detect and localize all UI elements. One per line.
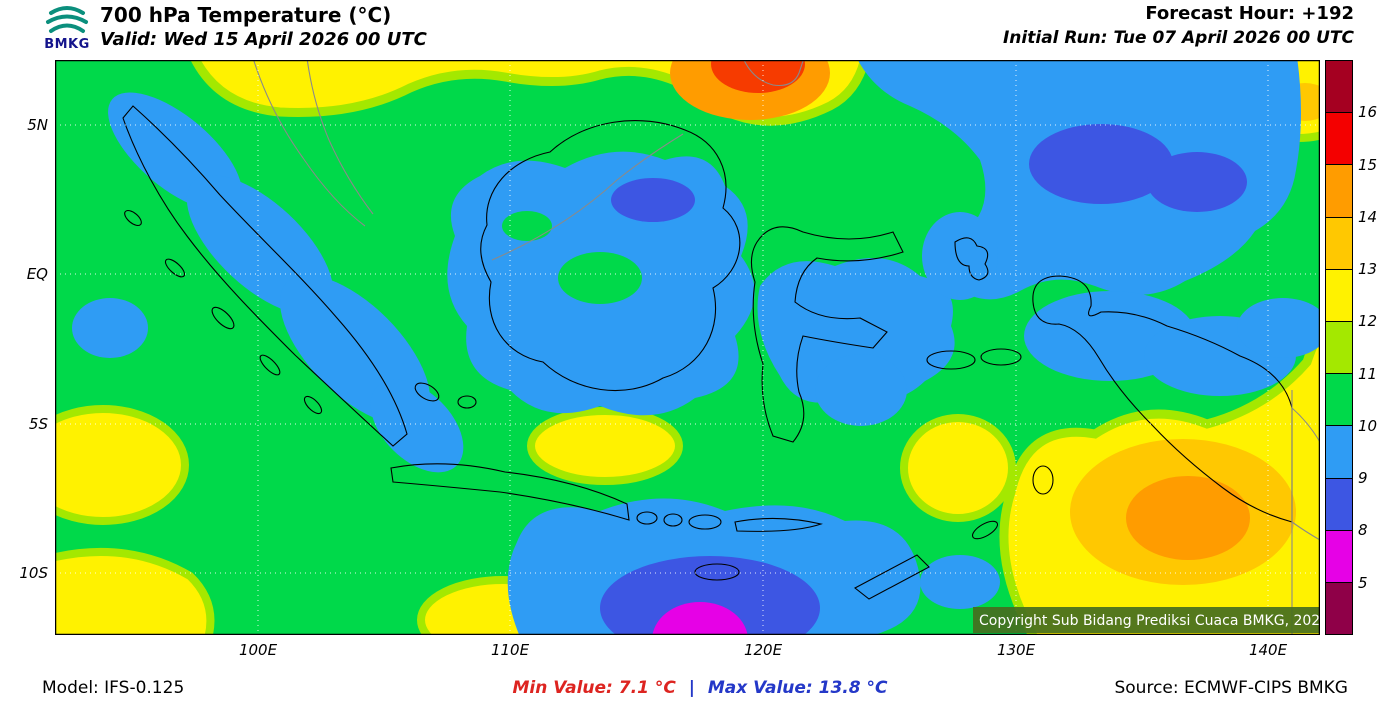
legend-color-box [1326,321,1352,375]
legend-color-box [1326,61,1352,114]
page-title: 700 hPa Temperature (°C) [100,3,392,27]
map-copyright: Copyright Sub Bidang Prediksi Cuaca BMKG… [979,613,1320,629]
bmkg-logo-text: BMKG [44,37,90,52]
legend-label: 15 [1358,155,1378,174]
minmax-line: Min Value: 7.1 °C | Max Value: 13.8 °C [0,678,1400,698]
legend-labels: 16 15 14 13 12 11 10 9 8 5 [1358,60,1396,635]
lon-label-120e: 120E [743,641,783,659]
map-border [55,60,1320,635]
legend-color-box [1326,374,1352,427]
legend-color-box [1326,217,1352,270]
bmkg-logo [44,1,90,43]
temperature-map: Copyright Sub Bidang Prediksi Cuaca BMKG… [55,60,1320,635]
map-area: Copyright Sub Bidang Prediksi Cuaca BMKG… [55,60,1320,635]
legend-label: 11 [1358,364,1378,383]
legend-label: 5 [1358,573,1368,592]
model-label: Model: IFS-0.125 [42,678,185,698]
legend-color-box [1326,478,1352,531]
legend-color-box [1326,269,1352,322]
lat-label-5n: 5N [27,116,48,134]
forecast-hour: Forecast Hour: +192 [1145,3,1354,24]
lat-label-10s: 10S [19,564,48,582]
gridlines [55,60,1320,635]
legend-color-box [1326,426,1352,479]
coastlines [122,105,1293,600]
min-value: 7.1 °C [618,678,676,698]
max-value: 13.8 °C [818,678,888,698]
max-value-label: Max Value: [707,678,813,698]
source-label: Source: ECMWF-CIPS BMKG [1114,678,1348,698]
copyright-badge: Copyright Sub Bidang Prediksi Cuaca BMKG… [973,607,1320,633]
legend-label: 8 [1358,521,1368,540]
foreign-borders [253,60,1320,635]
lon-label-100e: 100E [238,641,278,659]
minmax-separator: | [688,678,695,698]
legend-label: 10 [1358,416,1378,435]
lon-label-130e: 130E [996,641,1036,659]
temperature-field [55,60,1320,635]
legend-color-box [1326,530,1352,583]
legend-label: 16 [1358,103,1378,122]
legend-color-box [1326,165,1352,218]
lon-label-140e: 140E [1248,641,1288,659]
bmkg-logo-icon [46,6,88,33]
lat-label-eq: EQ [26,265,48,283]
legend-label: 13 [1358,260,1378,279]
initial-run: Initial Run: Tue 07 April 2026 00 UTC [1002,28,1354,48]
run-info: Forecast Hour: +192 Initial Run: Tue 07 … [1003,3,1354,48]
min-value-label: Min Value: [512,678,613,698]
legend-color-box [1326,113,1352,166]
valid-time: Valid: Wed 15 April 2026 00 UTC [100,29,427,50]
lon-label-110e: 110E [490,641,530,659]
legend-label: 12 [1358,312,1378,331]
legend-label: 9 [1358,469,1368,488]
lat-label-5s: 5S [28,415,48,433]
legend-color-box [1326,582,1352,635]
legend-label: 14 [1358,207,1378,226]
legend-bar [1325,60,1353,635]
